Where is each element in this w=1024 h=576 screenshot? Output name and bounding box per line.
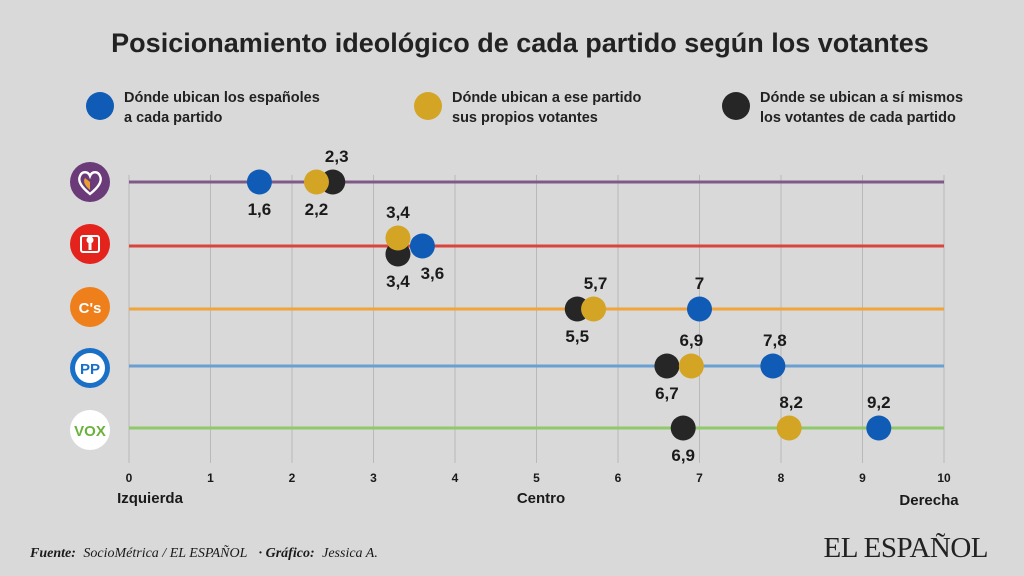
- pp-logo-text: PP: [80, 361, 100, 378]
- x-word-center: Centro: [517, 490, 565, 507]
- point-ciudadanos-spaniards: [687, 296, 712, 322]
- label-vox-own_voters: 8,2: [779, 393, 803, 412]
- ciudadanos-logo-icon: C's: [70, 287, 110, 327]
- label-pp-spaniards: 7,8: [763, 331, 787, 350]
- vox-logo-text: VOX: [74, 423, 106, 440]
- label-podemos-self: 2,3: [325, 147, 349, 166]
- x-ticks: 0 1 2 3 4 5 6 7 8 9 10: [126, 471, 951, 485]
- source-label: Fuente:: [29, 546, 76, 561]
- x-tick-7: 7: [696, 471, 703, 485]
- point-podemos-own_voters: [303, 169, 329, 195]
- vox-logo-icon: VOX: [70, 410, 110, 450]
- legend-label-spaniards-2: a cada partido: [124, 110, 222, 126]
- label-vox-self: 6,9: [671, 446, 695, 465]
- label-psoe-own_voters: 3,4: [386, 203, 410, 222]
- label-ciudadanos-spaniards: 7: [695, 274, 704, 293]
- x-tick-5: 5: [533, 471, 540, 485]
- graphic-text: Jessica A.: [322, 546, 378, 561]
- label-psoe-spaniards: 3,6: [421, 264, 445, 283]
- point-pp-self: [654, 353, 680, 379]
- podemos-logo-icon: [70, 162, 110, 202]
- x-tick-8: 8: [778, 471, 785, 485]
- point-psoe-spaniards: [409, 233, 435, 259]
- legend-label-self-2: los votantes de cada partido: [760, 110, 956, 126]
- x-word-right: Derecha: [899, 492, 959, 509]
- point-psoe-own_voters: [385, 225, 411, 251]
- point-vox-self: [670, 415, 696, 441]
- x-tick-4: 4: [452, 471, 459, 485]
- legend: Dónde ubican los españoles a cada partid…: [86, 90, 963, 126]
- label-psoe-self: 3,4: [386, 272, 410, 291]
- party-logos: C's PP VOX: [70, 162, 110, 450]
- x-tick-2: 2: [289, 471, 296, 485]
- source-text: SocioMétrica / EL ESPAÑOL: [83, 544, 247, 561]
- psoe-logo-icon: [70, 224, 110, 264]
- source-line: Fuente: SocioMétrica / EL ESPAÑOL · Gráf…: [29, 544, 378, 561]
- label-podemos-own_voters: 2,2: [305, 200, 329, 219]
- point-podemos-spaniards: [246, 169, 272, 195]
- brand-logo: EL ESPAÑOL: [824, 532, 988, 564]
- data-points: [246, 169, 892, 441]
- x-tick-10: 10: [937, 471, 951, 485]
- label-pp-own_voters: 6,9: [680, 331, 704, 350]
- pp-logo-icon: PP: [70, 348, 110, 388]
- label-ciudadanos-self: 5,5: [565, 327, 589, 346]
- legend-dot-spaniards: [86, 92, 114, 120]
- point-vox-spaniards: [866, 415, 892, 441]
- point-pp-own_voters: [678, 353, 704, 379]
- point-ciudadanos-own_voters: [581, 296, 607, 322]
- label-pp-self: 6,7: [655, 384, 679, 403]
- x-tick-9: 9: [859, 471, 866, 485]
- graphic-label: · Gráfico:: [259, 546, 315, 561]
- data-labels: 1,6 2,3 2,2 3,6 3,4 3,4 7 5,5 5,7 7,8 6,7 6,9 9,2 6,9…: [248, 147, 891, 465]
- point-pp-spaniards: [760, 353, 786, 379]
- label-ciudadanos-own_voters: 5,7: [584, 274, 608, 293]
- label-vox-spaniards: 9,2: [867, 393, 891, 412]
- legend-dot-self: [722, 92, 750, 120]
- legend-label-self-1: Dónde se ubican a sí mismos: [760, 90, 963, 106]
- label-podemos-spaniards: 1,6: [248, 200, 272, 219]
- chart-title: Posicionamiento ideológico de cada parti…: [111, 28, 929, 58]
- legend-dot-own-voters: [414, 92, 442, 120]
- ciudadanos-logo-text: C's: [79, 300, 102, 317]
- x-tick-1: 1: [207, 471, 214, 485]
- x-tick-6: 6: [615, 471, 622, 485]
- legend-label-spaniards-1: Dónde ubican los españoles: [124, 90, 320, 106]
- x-tick-0: 0: [126, 471, 133, 485]
- legend-label-own-voters-1: Dónde ubican a ese partido: [452, 90, 641, 106]
- legend-label-own-voters-2: sus propios votantes: [452, 110, 598, 126]
- gridlines: [128, 175, 945, 463]
- x-word-left: Izquierda: [117, 490, 184, 507]
- x-tick-3: 3: [370, 471, 377, 485]
- point-vox-own_voters: [776, 415, 802, 441]
